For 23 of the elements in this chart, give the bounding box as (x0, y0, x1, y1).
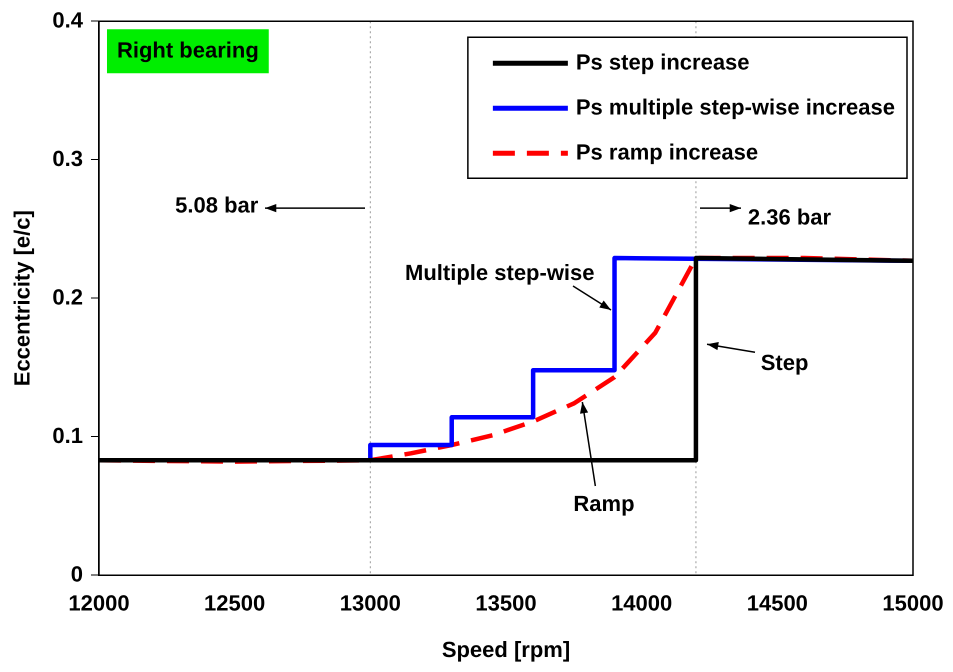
x-tick-label: 13000 (340, 590, 401, 616)
x-tick-label: 12000 (68, 590, 130, 616)
annotation: Right bearing (116, 37, 259, 62)
annotation: Multiple step-wise (405, 260, 595, 286)
y-tick-label: 0.3 (52, 146, 83, 171)
y-tick-label: 0 (70, 561, 83, 586)
legend-label: Ps step increase (576, 49, 750, 74)
x-tick-label: 12500 (204, 590, 266, 616)
y-tick-label: 0.2 (52, 284, 83, 310)
legend-label: Ps ramp increase (576, 139, 758, 164)
legend-label: Ps multiple step-wise increase (576, 94, 896, 120)
x-axis-title: Speed [rpm] (442, 636, 570, 662)
x-tick-label: 14000 (611, 590, 672, 616)
y-tick-label: 0.1 (52, 422, 83, 448)
annotation: Ramp (573, 490, 635, 516)
x-tick-label: 14500 (746, 590, 808, 616)
y-axis-title: Eccentricity [e/c] (9, 210, 34, 386)
annotation: 2.36 bar (748, 204, 832, 230)
annotation: Step (760, 350, 808, 375)
x-tick-label: 15000 (882, 590, 944, 616)
y-tick-label: 0.4 (52, 7, 84, 32)
x-tick-label: 13500 (475, 590, 537, 616)
annotation: 5.08 bar (175, 192, 259, 218)
